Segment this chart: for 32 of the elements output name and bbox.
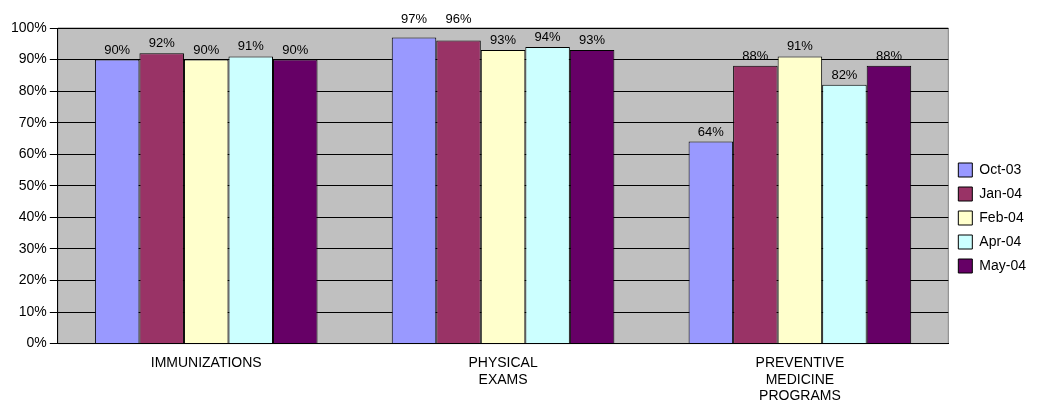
y-tick-label: 0% [26, 334, 47, 351]
x-tick-label: PHYSICAL EXAMS [468, 353, 538, 387]
legend-label: Feb-04 [979, 208, 1024, 225]
y-tick-label: 100% [10, 18, 47, 35]
y-tick-label: 10% [18, 302, 47, 319]
legend-label: Oct-03 [979, 160, 1022, 177]
data-label: 91% [237, 38, 265, 54]
y-tick-label: 90% [18, 50, 47, 67]
legend-label: May-04 [979, 256, 1027, 273]
data-label: 97% [401, 11, 428, 27]
data-label: 91% [786, 38, 814, 54]
legend-label: Apr-04 [979, 232, 1022, 249]
data-label: 64% [697, 123, 725, 139]
y-tick-label: 30% [18, 239, 47, 256]
y-tick-label: 40% [18, 208, 47, 225]
x-tick-label: PREVENTIVE MEDICINE PROGRAMS [755, 353, 845, 404]
y-tick-label: 60% [18, 145, 47, 162]
y-tick-label: 50% [18, 176, 47, 193]
data-label: 90% [282, 41, 309, 57]
data-label: 82% [831, 66, 858, 82]
data-label: 92% [148, 35, 176, 51]
data-label: 90% [104, 41, 131, 57]
data-label: 94% [534, 29, 562, 45]
data-label: 96% [445, 11, 472, 27]
y-tick-label: 20% [18, 271, 47, 288]
y-tick-label: 80% [18, 81, 47, 98]
x-tick-label: IMMUNIZATIONS [150, 353, 262, 370]
data-label: 90% [193, 41, 220, 57]
data-label: 93% [490, 32, 517, 48]
y-tick-label: 70% [18, 113, 47, 130]
data-label: 93% [579, 32, 606, 48]
legend-label: Jan-04 [979, 184, 1023, 201]
